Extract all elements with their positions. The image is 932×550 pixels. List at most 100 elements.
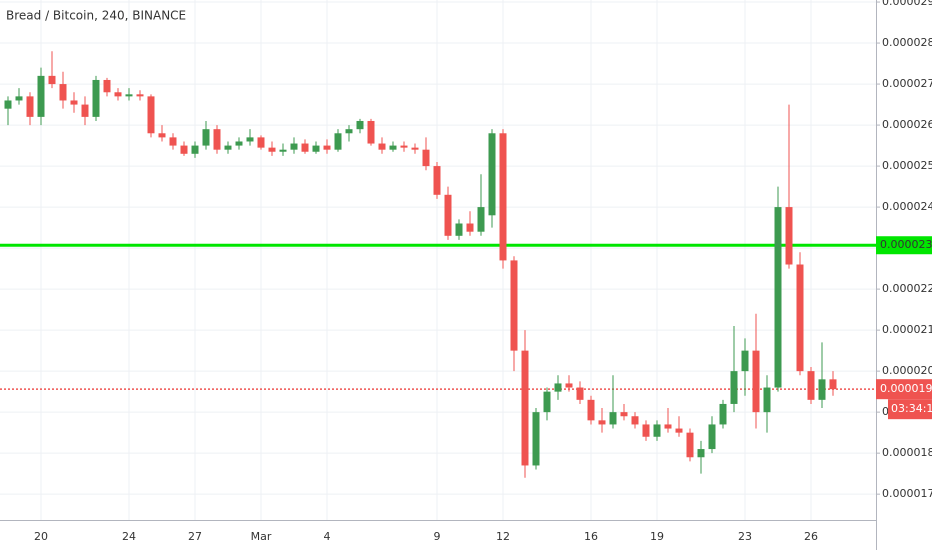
- candle-body: [191, 145, 199, 154]
- y-tick-label: 0.00002900: [882, 0, 932, 8]
- x-tick-label: 4: [324, 530, 331, 543]
- candle-body: [367, 120, 375, 144]
- candle-body: [565, 383, 573, 388]
- candle-body: [180, 145, 188, 154]
- candle-body: [37, 75, 45, 117]
- candle-body: [477, 207, 485, 232]
- candle-body: [268, 147, 276, 152]
- candle-body: [741, 350, 749, 372]
- candle-body: [169, 137, 177, 146]
- candle-body: [642, 424, 650, 437]
- candle-body: [356, 120, 364, 130]
- countdown-tag: [888, 399, 932, 420]
- candle-body: [730, 371, 738, 404]
- last-price-label: 0.00001956: [880, 382, 932, 395]
- candle-body: [147, 96, 155, 134]
- candle-body: [114, 92, 122, 97]
- candle-body: [389, 145, 397, 150]
- chart-title: Bread / Bitcoin, 240, BINANCE: [6, 9, 186, 23]
- level-tag: [876, 236, 932, 255]
- y-tick-label: 0.00002500: [882, 159, 932, 172]
- candle-body: [488, 133, 496, 216]
- candle-body: [158, 133, 166, 138]
- candle-body: [664, 424, 672, 429]
- axis: 0.000017000.000018000.000019000.00002000…: [34, 0, 932, 543]
- candle-body: [125, 94, 133, 97]
- x-tick-label: 23: [738, 530, 752, 543]
- x-tick-label: 26: [804, 530, 818, 543]
- y-tick-label: 0.00002600: [882, 118, 932, 131]
- candle-body: [587, 399, 595, 421]
- candle-body: [829, 379, 837, 390]
- candle-body: [334, 133, 342, 150]
- candle-body: [400, 145, 408, 148]
- candle-body: [543, 391, 551, 413]
- candle-body: [653, 424, 661, 437]
- candle-body: [59, 84, 67, 101]
- candle-body: [576, 387, 584, 400]
- candle-body: [532, 412, 540, 466]
- candle-body: [433, 166, 441, 195]
- candle-body: [246, 137, 254, 142]
- candle-body: [411, 147, 419, 150]
- y-tick-label: 0.00002000: [882, 364, 932, 377]
- y-tick-label: 0.00002200: [882, 282, 932, 295]
- y-tick-label: 0.00001700: [882, 487, 932, 500]
- y-tick-label: 0.00001800: [882, 446, 932, 459]
- x-tick-label: 12: [496, 530, 510, 543]
- candle-body: [598, 420, 606, 425]
- candle-body: [818, 379, 826, 400]
- candle-body: [48, 75, 56, 85]
- candle-body: [422, 149, 430, 167]
- x-tick-label: 19: [650, 530, 664, 543]
- candle-body: [763, 387, 771, 413]
- x-tick-label: 16: [584, 530, 598, 543]
- candle-body: [807, 371, 815, 400]
- candle-body: [455, 223, 463, 236]
- candle-body: [774, 207, 782, 388]
- y-tick-label: 0.00002400: [882, 200, 932, 213]
- candle-body: [675, 428, 683, 433]
- candle-body: [345, 129, 353, 134]
- y-tick-label: 0.00002700: [882, 77, 932, 90]
- candle-body: [466, 223, 474, 232]
- x-tick-label: 24: [122, 530, 136, 543]
- candle-body: [224, 145, 232, 150]
- candle-body: [499, 133, 507, 261]
- candle-body: [521, 350, 529, 466]
- candle-body: [92, 79, 100, 117]
- candle-body: [312, 145, 320, 152]
- candle-body: [26, 96, 34, 117]
- x-tick-label: 27: [188, 530, 202, 543]
- candle-body: [719, 403, 727, 425]
- y-tick-label: 0.00002100: [882, 323, 932, 336]
- candle-body: [81, 104, 89, 117]
- y-tick-label: 0.00002800: [882, 36, 932, 49]
- candle-body: [796, 264, 804, 372]
- candle-body: [554, 383, 562, 392]
- candle-body: [213, 129, 221, 150]
- lines: [0, 243, 876, 390]
- level-tag-label: 0.00002307: [880, 238, 932, 251]
- candle-body: [15, 96, 23, 101]
- candle-body: [631, 416, 639, 425]
- candle-body: [444, 194, 452, 236]
- candle-body: [609, 412, 617, 425]
- candle-body: [301, 143, 309, 152]
- candle-body: [235, 141, 243, 146]
- candle-body: [510, 260, 518, 351]
- candle-body: [103, 79, 111, 93]
- candle-body: [752, 350, 760, 413]
- countdown-label: 03:34:13: [891, 402, 932, 415]
- candle-body: [202, 129, 210, 146]
- grid: [0, 0, 876, 520]
- candle-body: [378, 143, 386, 150]
- x-tick-label: 9: [434, 530, 441, 543]
- candle-body: [686, 432, 694, 458]
- candle-body: [136, 94, 144, 97]
- candle-body: [279, 149, 287, 152]
- candle-body: [708, 424, 716, 450]
- candle-body: [697, 449, 705, 458]
